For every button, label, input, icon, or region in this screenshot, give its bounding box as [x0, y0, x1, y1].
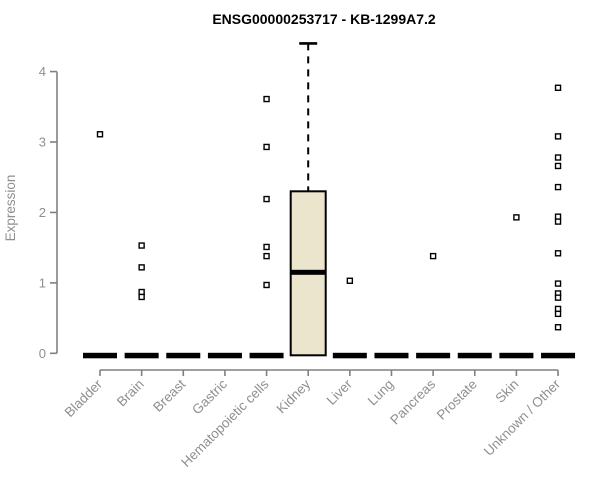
y-tick-label-2: 2 [39, 205, 46, 220]
x-tick-label-brain: Brain [114, 377, 147, 410]
collapsed-box-bladder [83, 352, 117, 359]
collapsed-box-hematopoietic-cells [249, 352, 284, 359]
outlier-point-hematopoietic-cells-2 [263, 195, 270, 203]
x-tick-label-kidney: Kidney [274, 376, 314, 416]
x-tick-label-liver: Liver [324, 376, 356, 408]
x-tick-label-prostate: Prostate [434, 377, 480, 423]
outlier-point-unknown-other-4 [554, 183, 562, 191]
collapsed-box-unknown-other [541, 352, 576, 359]
chart-title: ENSG00000253717 - KB-1299A7.2 [212, 11, 436, 27]
outlier-point-hematopoietic-cells-1 [263, 143, 270, 151]
median-line-kidney [290, 269, 326, 275]
x-tick-label-lung: Lung [365, 377, 397, 409]
collapsed-box-lung [374, 352, 409, 359]
y-tick-label-0: 0 [39, 346, 46, 361]
outlier-point-unknown-other-6 [554, 218, 562, 225]
y-tick-label-1: 1 [39, 275, 46, 290]
outlier-point-unknown-other-2 [554, 154, 562, 161]
outlier-point-hematopoietic-cells-4 [263, 252, 270, 260]
collapsed-box-liver [332, 352, 367, 359]
collapsed-box-breast [166, 352, 201, 359]
x-tick-label-gastric: Gastric [189, 376, 230, 417]
outlier-point-unknown-other-10 [554, 294, 562, 301]
outlier-point-unknown-other-0 [554, 84, 562, 91]
y-tick-label-4: 4 [39, 64, 46, 79]
outlier-point-unknown-other-1 [554, 133, 562, 140]
outlier-point-pancreas-0 [429, 252, 437, 260]
collapsed-box-skin [499, 352, 534, 359]
x-tick-label-bladder: Bladder [62, 376, 106, 420]
collapsed-box-gastric [207, 352, 242, 359]
outlier-point-liver-0 [346, 277, 354, 284]
outlier-point-brain-1 [138, 264, 145, 271]
outlier-point-skin-0 [513, 214, 520, 221]
outlier-point-hematopoietic-cells-3 [263, 243, 270, 251]
outlier-point-unknown-other-3 [554, 162, 562, 170]
y-tick-label-3: 3 [39, 135, 46, 150]
y-axis-label: Expression [3, 175, 18, 242]
x-tick-label-breast: Breast [150, 376, 188, 414]
outlier-point-brain-3 [138, 293, 145, 301]
outlier-point-hematopoietic-cells-0 [263, 95, 270, 103]
outlier-point-hematopoietic-cells-5 [263, 281, 270, 289]
x-tick-label-pancreas: Pancreas [387, 376, 438, 427]
outlier-point-unknown-other-13 [554, 324, 562, 331]
outlier-point-unknown-other-8 [554, 280, 562, 287]
collapsed-box-prostate [457, 352, 492, 359]
collapsed-box-brain [124, 352, 159, 359]
collapsed-box-pancreas [416, 352, 451, 359]
outlier-point-unknown-other-12 [554, 310, 562, 318]
x-tick-label-skin: Skin [492, 377, 521, 406]
outlier-point-bladder-0 [96, 131, 104, 138]
x-tick-label-unknown-other: Unknown / Other [481, 376, 564, 459]
outlier-point-unknown-other-7 [554, 250, 562, 257]
outlier-point-brain-0 [138, 242, 145, 249]
